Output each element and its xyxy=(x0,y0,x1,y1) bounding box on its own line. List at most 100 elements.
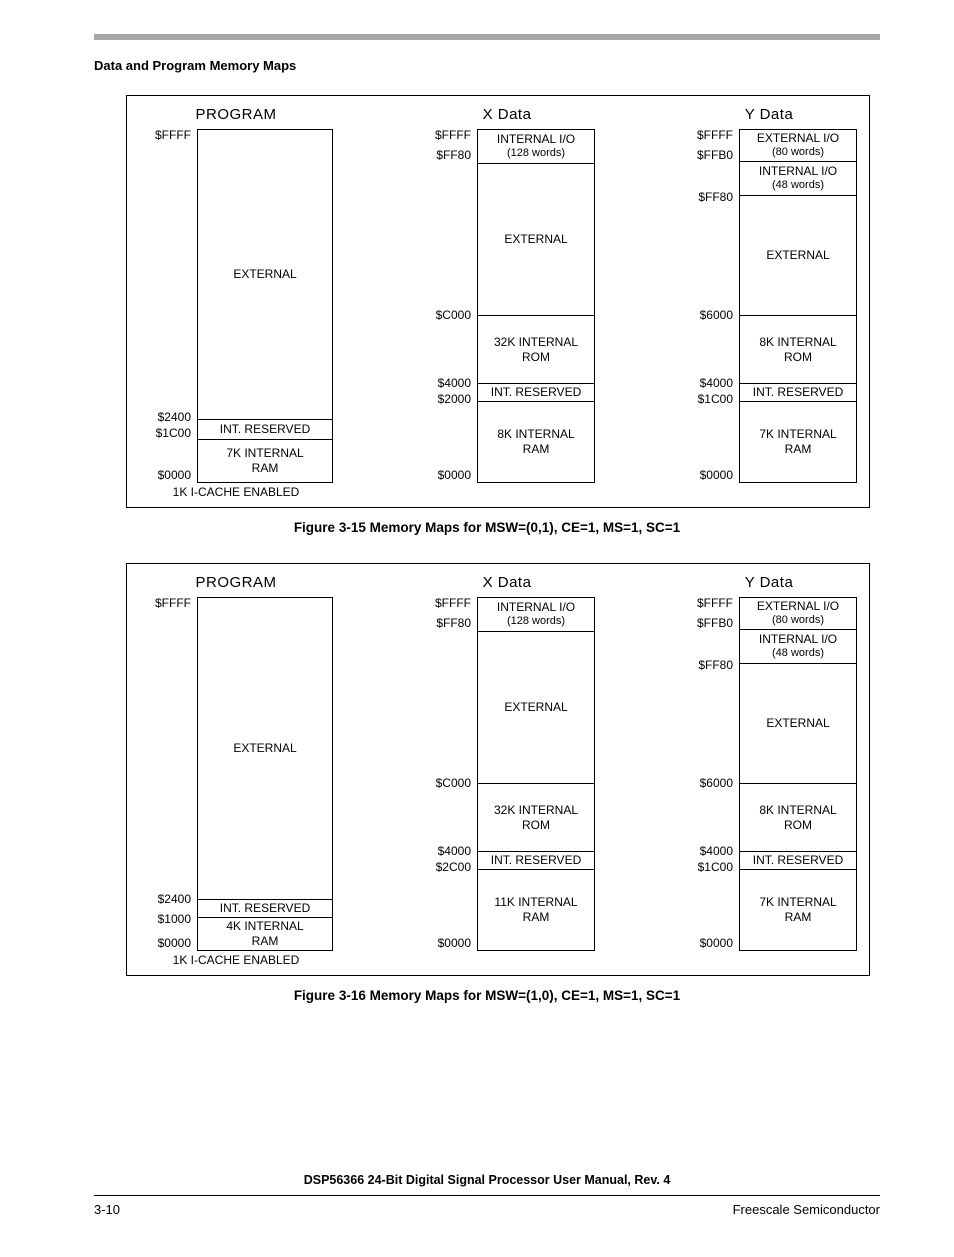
memory-segment: 7K INTERNALRAM xyxy=(740,402,856,482)
memory-segment-label: RAM xyxy=(252,461,279,476)
memory-column-footnote: 1K I-CACHE ENABLED xyxy=(143,485,329,501)
memory-segment-label: INT. RESERVED xyxy=(753,385,843,400)
memory-segment: 11K INTERNALRAM xyxy=(478,870,594,950)
address-label: $4000 xyxy=(700,377,733,389)
memory-segment: INT. RESERVED xyxy=(740,384,856,402)
memory-segment-label: (128 words) xyxy=(507,615,565,629)
memory-segment: EXTERNAL xyxy=(198,130,332,420)
memory-segment: 8K INTERNALRAM xyxy=(478,402,594,482)
memory-segment-label: RAM xyxy=(785,910,812,925)
memory-segment: INTERNAL I/O(48 words) xyxy=(740,630,856,664)
address-label: $4000 xyxy=(438,377,471,389)
memory-segment: 7K INTERNALRAM xyxy=(198,440,332,482)
address-label: $0000 xyxy=(158,469,191,481)
address-label: $0000 xyxy=(438,937,471,949)
memory-block: EXTERNALINT. RESERVED7K INTERNALRAM xyxy=(197,129,333,483)
memory-column: PROGRAM$FFFF$2400$1000$0000EXTERNALINT. … xyxy=(139,574,333,969)
memory-segment-label: EXTERNAL xyxy=(504,700,567,715)
figure-frame: PROGRAM$FFFF$2400$1C00$0000EXTERNALINT. … xyxy=(126,95,870,508)
memory-segment: 8K INTERNALROM xyxy=(740,784,856,852)
memory-segment: INT. RESERVED xyxy=(740,852,856,870)
memory-segment-label: 4K INTERNAL xyxy=(226,919,303,934)
memory-segment-label: INT. RESERVED xyxy=(220,901,310,916)
address-label: $2C00 xyxy=(436,861,471,873)
memory-block: EXTERNAL I/O(80 words)INTERNAL I/O(48 wo… xyxy=(739,129,857,483)
memory-segment-label: ROM xyxy=(522,350,550,365)
memory-column: Y Data$FFFF$FFB0$FF80$6000$4000$1C00$000… xyxy=(681,574,857,969)
footer-company: Freescale Semiconductor xyxy=(733,1202,880,1217)
memory-segment: 7K INTERNALRAM xyxy=(740,870,856,950)
memory-segment: EXTERNAL I/O(80 words) xyxy=(740,598,856,630)
memory-block: INTERNAL I/O(128 words) EXTERNAL 32K INTER… xyxy=(477,597,595,951)
address-label: $FF80 xyxy=(698,191,733,203)
memory-segment-label: (80 words) xyxy=(772,614,824,628)
memory-column-footnote xyxy=(423,953,591,969)
address-label: $0000 xyxy=(438,469,471,481)
memory-block: EXTERNAL I/O(80 words)INTERNAL I/O(48 wo… xyxy=(739,597,857,951)
memory-segment: INT. RESERVED xyxy=(478,852,594,870)
address-label: $6000 xyxy=(700,309,733,321)
memory-column: Y Data$FFFF$FFB0$FF80$6000$4000$1C00$000… xyxy=(681,106,857,501)
memory-segment-label: RAM xyxy=(252,934,279,949)
memory-segment-label: 7K INTERNAL xyxy=(759,895,836,910)
memory-segment-label: EXTERNAL xyxy=(504,232,567,247)
memory-segment-label: 32K INTERNAL xyxy=(494,803,578,818)
memory-segment: INTERNAL I/O(128 words) xyxy=(478,598,594,632)
memory-segment-label: EXTERNAL xyxy=(766,248,829,263)
memory-block: EXTERNAL INT. RESERVED 4K INTERNALRAM xyxy=(197,597,333,951)
footer-page-number: 3-10 xyxy=(94,1202,120,1217)
figure-frame: PROGRAM$FFFF$2400$1000$0000EXTERNALINT. … xyxy=(126,563,870,976)
address-labels: $FFFF$FFB0$FF80$6000$4000$1C00$0000 xyxy=(681,129,739,481)
memory-segment-label: EXTERNAL xyxy=(233,267,296,282)
address-labels: $FFFF$FFB0$FF80$6000$4000$1C00$0000 xyxy=(681,597,739,949)
address-label: $FF80 xyxy=(436,149,471,161)
memory-segment: INT. RESERVED xyxy=(478,384,594,402)
memory-segment-label: 7K INTERNAL xyxy=(759,427,836,442)
address-label: $1C00 xyxy=(156,427,191,439)
memory-segment: EXTERNAL I/O(80 words) xyxy=(740,130,856,162)
memory-column-title: Y Data xyxy=(745,106,794,123)
memory-segment-label: 8K INTERNAL xyxy=(497,427,574,442)
memory-column-footnote xyxy=(685,485,853,501)
address-label: $1C00 xyxy=(698,861,733,873)
address-label: $0000 xyxy=(700,469,733,481)
address-label: $1000 xyxy=(158,913,191,925)
address-label: $2000 xyxy=(438,393,471,405)
memory-segment-label: INTERNAL I/O xyxy=(497,600,575,615)
memory-segment-label: EXTERNAL xyxy=(233,741,296,756)
memory-segment: EXTERNAL xyxy=(740,196,856,316)
memory-segment-label: ROM xyxy=(784,350,812,365)
address-label: $C000 xyxy=(436,309,471,321)
memory-column: X Data$FFFF$FF80$C000$4000$2000$0000INTE… xyxy=(419,106,595,501)
memory-segment: EXTERNAL xyxy=(740,664,856,784)
address-label: $0000 xyxy=(158,937,191,949)
memory-segment-label: RAM xyxy=(785,442,812,457)
address-label: $FFB0 xyxy=(697,617,733,629)
address-label: $FFFF xyxy=(435,597,471,609)
memory-segment: 8K INTERNALROM xyxy=(740,316,856,384)
memory-column-title: PROGRAM xyxy=(195,106,276,123)
address-label: $6000 xyxy=(700,777,733,789)
memory-segment-label: (128 words) xyxy=(507,147,565,161)
memory-segment: 4K INTERNALRAM xyxy=(198,918,332,950)
memory-segment-label: INTERNAL I/O xyxy=(497,132,575,147)
address-labels: $FFFF$2400$1000$0000 xyxy=(139,597,197,949)
figure-caption: Figure 3-16 Memory Maps for MSW=(1,0), C… xyxy=(94,988,880,1003)
memory-segment-label: 8K INTERNAL xyxy=(759,803,836,818)
address-label: $FFFF xyxy=(155,129,191,141)
address-label: $4000 xyxy=(438,845,471,857)
memory-column-title: X Data xyxy=(483,574,532,591)
memory-segment-label: RAM xyxy=(523,442,550,457)
footer-rule xyxy=(94,1195,880,1196)
address-label: $FF80 xyxy=(698,659,733,671)
memory-segment-label: (48 words) xyxy=(772,179,824,193)
figure-caption: Figure 3-15 Memory Maps for MSW=(0,1), C… xyxy=(94,520,880,535)
memory-block: INTERNAL I/O(128 words)EXTERNAL32K INTER… xyxy=(477,129,595,483)
address-labels: $FFFF $2400 $1C00 $0000 xyxy=(139,129,197,481)
memory-segment: EXTERNAL xyxy=(478,632,594,784)
memory-segment-label: 11K INTERNAL xyxy=(494,895,577,910)
address-labels: $FFFF$FF80$C000$4000$2000$0000 xyxy=(419,129,477,481)
address-label: $2400 xyxy=(158,411,191,423)
memory-segment-label: EXTERNAL I/O xyxy=(757,131,839,146)
memory-segment: INTERNAL I/O(48 words) xyxy=(740,162,856,196)
